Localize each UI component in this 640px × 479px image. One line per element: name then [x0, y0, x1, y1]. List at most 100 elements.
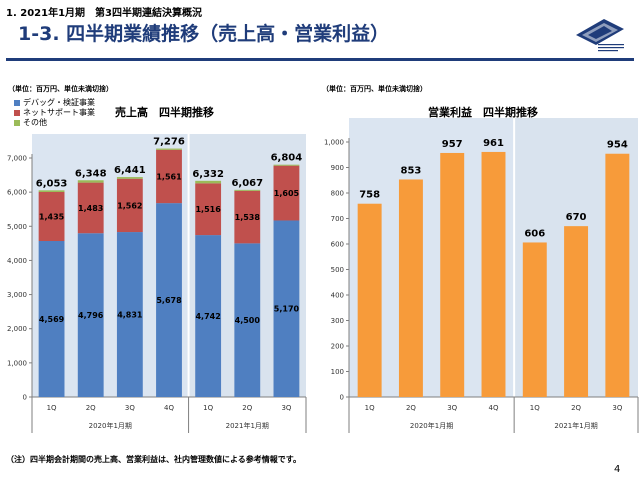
legend-item-other: その他 [14, 118, 95, 128]
x-tick-label: 4Q [489, 404, 499, 412]
bar-net [156, 149, 182, 204]
value-label: 961 [483, 138, 504, 149]
value-label: 606 [524, 228, 545, 239]
x-tick-label: 1Q [203, 404, 213, 412]
segment-label: 5,170 [274, 305, 300, 314]
y-tick-label: 5,000 [7, 223, 27, 231]
y-tick-label: 800 [331, 190, 344, 198]
bar-other [77, 180, 104, 183]
segment-label: 1,605 [274, 189, 300, 198]
page-title: 1-3. 四半期業績推移（売上高・営業利益） [18, 23, 390, 45]
bar-drugstore [195, 235, 222, 397]
x-tick-label: 2Q [242, 404, 252, 412]
bar-net [116, 178, 143, 233]
total-label: 7,276 [153, 137, 185, 148]
period-group-label: 2021年1月期 [554, 421, 597, 430]
value-label: 670 [566, 212, 587, 223]
value-label: 853 [400, 165, 421, 176]
sales-legend: デバッグ・検証事業 ネットサポート事業 その他 [14, 98, 95, 128]
y-tick-label: 1,000 [324, 139, 344, 147]
legend-label: その他 [23, 118, 47, 127]
period-group-label: 2020年1月期 [89, 421, 132, 430]
bar-drugstore [156, 203, 182, 397]
bar-drugstore [234, 243, 261, 397]
segment-label: 4,742 [195, 312, 220, 321]
footnote: （注）四半期会計期間の売上高、営業利益は、社内管理数値による参考情報です。 [6, 455, 301, 464]
y-tick-label: 4,000 [7, 257, 27, 265]
period-group-label: 2020年1月期 [410, 421, 453, 430]
total-label: 6,067 [231, 178, 263, 189]
bar-net [195, 183, 222, 236]
y-tick-label: 700 [331, 215, 344, 223]
x-tick-label: 3Q [281, 404, 291, 412]
sales-unit-note: （単位：百万円、単位未満切捨） [8, 85, 113, 93]
legend-label: ネットサポート事業 [23, 108, 95, 117]
y-tick-label: 7,000 [7, 155, 27, 163]
bar-net [38, 192, 65, 242]
bar-profit [440, 152, 465, 397]
total-label: 6,053 [36, 178, 68, 189]
segment-label: 1,562 [117, 201, 142, 210]
segment-label: 1,538 [235, 213, 261, 222]
bar-profit [564, 226, 589, 397]
y-tick-label: 300 [331, 317, 344, 325]
y-tick-label: 200 [331, 343, 344, 351]
bar-drugstore [116, 232, 143, 397]
value-label: 758 [359, 190, 380, 201]
x-tick-label: 3Q [447, 404, 457, 412]
y-tick-label: 1,000 [7, 359, 27, 367]
y-tick-label: 900 [331, 164, 344, 172]
y-tick-label: 3,000 [7, 291, 27, 299]
bar-drugstore [273, 220, 300, 397]
total-label: 6,804 [271, 153, 303, 164]
bar-net [234, 190, 261, 244]
segment-label: 1,516 [195, 205, 221, 214]
y-tick-label: 500 [331, 266, 344, 274]
legend-label: デバッグ・検証事業 [23, 98, 95, 107]
legend-item-drugstore: デバッグ・検証事業 [14, 98, 95, 108]
y-tick-label: 0 [23, 394, 27, 402]
y-tick-label: 0 [340, 394, 344, 402]
segment-label: 4,569 [39, 315, 65, 324]
segment-label: 4,500 [235, 316, 261, 325]
total-label: 6,348 [75, 168, 107, 179]
x-tick-label: 1Q [530, 404, 540, 412]
x-tick-label: 2Q [571, 404, 581, 412]
value-label: 954 [607, 140, 628, 151]
y-tick-label: 6,000 [7, 189, 27, 197]
period-group-label: 2021年1月期 [226, 421, 269, 430]
bar-profit [357, 203, 382, 397]
y-tick-label: 400 [331, 292, 344, 300]
value-label: 957 [442, 139, 463, 150]
segment-label: 4,831 [117, 311, 143, 320]
x-tick-label: 3Q [125, 404, 135, 412]
legend-swatch [14, 100, 20, 106]
bar-profit [605, 153, 630, 397]
y-tick-label: 2,000 [7, 325, 27, 333]
x-tick-label: 2Q [86, 404, 96, 412]
x-tick-label: 1Q [365, 404, 375, 412]
segment-label: 4,796 [78, 311, 104, 320]
segment-label: 1,435 [39, 213, 65, 222]
profit-unit-note: （単位：百万円、単位未満切捨） [322, 85, 427, 93]
x-tick-label: 2Q [406, 404, 416, 412]
bar-other [273, 164, 300, 166]
legend-item-net: ネットサポート事業 [14, 108, 95, 118]
bar-drugstore [77, 233, 104, 397]
title-rule [6, 58, 634, 61]
bar-other [38, 190, 65, 193]
x-tick-label: 4Q [164, 404, 174, 412]
bar-other [116, 177, 143, 179]
bar-other [234, 189, 261, 191]
segment-label: 5,678 [156, 296, 182, 305]
x-tick-label: 1Q [47, 404, 57, 412]
total-label: 6,332 [192, 169, 224, 180]
legend-swatch [14, 120, 20, 126]
section-heading: 1. 2021年1月期 第3四半期連結決算概況 [6, 8, 202, 19]
x-tick-label: 3Q [612, 404, 622, 412]
page-number: 4 [614, 464, 621, 475]
bar-net [273, 165, 300, 221]
y-tick-label: 600 [331, 241, 344, 249]
segment-label: 1,561 [156, 172, 182, 181]
